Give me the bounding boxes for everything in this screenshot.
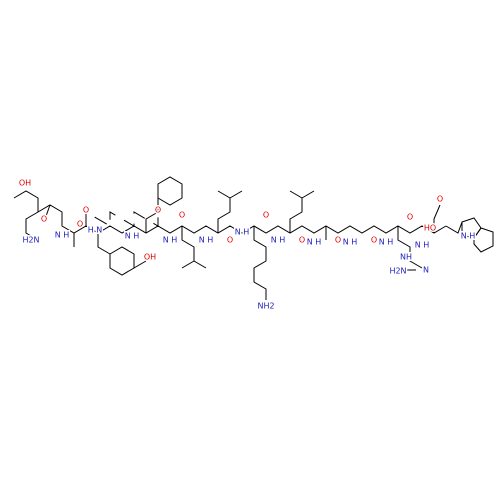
atom-label: N H — [461, 232, 476, 241]
atom-label: N H — [343, 238, 358, 247]
atom-label: O — [41, 215, 47, 224]
bond — [44, 204, 51, 220]
bond — [397, 226, 423, 269]
atom-label: O — [179, 211, 185, 220]
atom-label: O — [263, 211, 269, 220]
bond — [97, 233, 111, 255]
atom-label: O — [77, 220, 83, 229]
atom-label: NH — [400, 253, 412, 262]
bond — [193, 260, 207, 269]
bond — [433, 204, 441, 233]
atom-label: H2N — [389, 267, 406, 276]
atom-label: O — [407, 213, 413, 222]
bond — [301, 190, 315, 199]
atom-label: N H — [199, 236, 214, 245]
bond — [445, 221, 463, 234]
atom-label: N H — [271, 236, 286, 245]
atom-label: O — [227, 236, 233, 245]
atom-label: HO — [424, 224, 436, 233]
atom-label: N H — [125, 232, 140, 241]
bond — [145, 198, 159, 233]
bonds — [13, 176, 494, 300]
ring — [157, 176, 183, 206]
ring — [473, 227, 494, 253]
atom-label: H2N — [22, 236, 39, 245]
atom-label: N H — [307, 238, 322, 247]
atom-label: O — [335, 236, 341, 245]
atom-label: OH — [144, 253, 156, 262]
atom-label: O — [371, 236, 377, 245]
atom-label: O — [155, 206, 161, 215]
atom-label: N H — [235, 228, 250, 237]
atom-label: N H — [415, 241, 430, 250]
backbone — [37, 204, 447, 234]
bond — [133, 260, 147, 269]
bond — [253, 226, 267, 300]
atom-label: N H — [379, 238, 394, 247]
atom-label: O — [437, 195, 443, 204]
bond — [181, 226, 195, 269]
atom-label: N — [423, 266, 429, 275]
bond — [217, 190, 231, 233]
atom-label: N H — [163, 236, 178, 245]
atom-label: H N — [88, 226, 103, 235]
atom-label: OH — [19, 179, 31, 188]
carbonyls — [85, 211, 159, 227]
atom-label: O — [299, 236, 305, 245]
atom-label: N H — [55, 231, 70, 240]
atom-label: NH2 — [257, 302, 274, 311]
atom-label: O — [83, 206, 89, 215]
bond — [229, 190, 243, 199]
bond — [289, 190, 303, 233]
